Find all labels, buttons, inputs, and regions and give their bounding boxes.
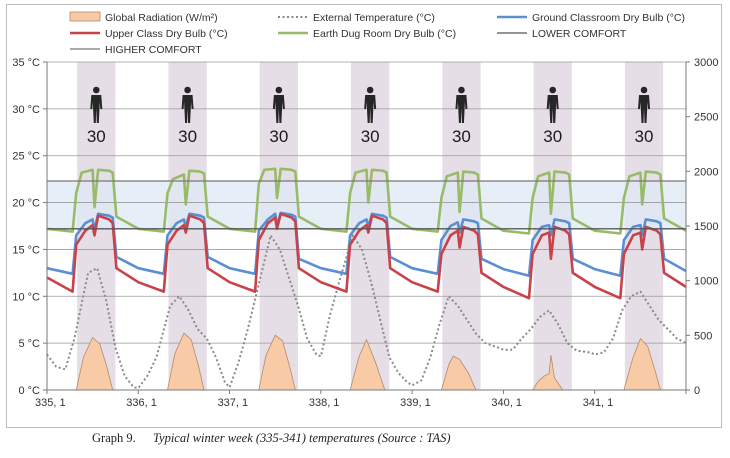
legend-label: LOWER COMFORT (532, 28, 627, 40)
series-line-5 (46, 167, 687, 235)
x-tick-label: 339, 1 (400, 397, 431, 409)
temperature-chart: 30 30 30 30 30 30 30 0 °C 5 °C 10 °C 15 °C 20 °C 25… (12, 11, 718, 409)
y-left-tick-label: 35 °C (12, 57, 40, 69)
y-left-tick-label: 30 °C (12, 104, 40, 116)
occupancy-label: 30 (543, 127, 562, 146)
legend-label: HIGHER COMFORT (105, 44, 202, 56)
legend-swatch (69, 11, 101, 22)
y-right-tick-label: 0 (694, 385, 700, 397)
occupancy-label: 30 (87, 127, 106, 146)
occupancy-icons: 30 30 30 30 30 30 30 (87, 86, 654, 146)
person-icon (90, 86, 103, 123)
series-line-4 (46, 212, 687, 300)
series-line-2 (46, 234, 687, 390)
y-right-tick-label: 500 (694, 330, 712, 342)
series-lines (46, 167, 687, 390)
x-tick-label: 335, 1 (35, 397, 66, 409)
y-left-tick-label: 20 °C (12, 198, 40, 210)
legend: Global Radiation (W/m²) External Temperat… (69, 11, 685, 56)
x-tick-label: 336, 1 (126, 397, 157, 409)
x-tick-label: 341, 1 (583, 397, 614, 409)
person-icon (455, 86, 468, 123)
y-left-tick-label: 15 °C (12, 244, 40, 256)
y-right-tick-label: 2500 (694, 112, 718, 124)
legend-label: External Temperature (°C) (313, 12, 435, 24)
person-icon (181, 86, 194, 123)
person-icon (364, 86, 377, 123)
y-right-tick-label: 1500 (694, 221, 718, 233)
occupancy-label: 30 (635, 127, 654, 146)
x-tick-label: 340, 1 (491, 397, 522, 409)
occupancy-label: 30 (361, 127, 380, 146)
y-right-tick-label: 2000 (694, 166, 718, 178)
y-left-tick-label: 5 °C (18, 338, 40, 350)
radiation-areas (75, 332, 661, 391)
legend-label: Earth Dug Room Dry Bulb (°C) (313, 28, 456, 40)
y-left-tick-label: 25 °C (12, 151, 40, 163)
axes: 0 °C 5 °C 10 °C 15 °C 20 °C 25 °C 30 °C 35 °C 0 5… (12, 57, 718, 409)
y-left-tick-label: 0 °C (18, 385, 40, 397)
y-right-tick-label: 1000 (694, 276, 718, 288)
legend-label: Global Radiation (W/m²) (105, 12, 218, 24)
chart-frame (6, 4, 722, 428)
legend-label: Upper Class Dry Bulb (°C) (105, 28, 228, 40)
y-left-tick-label: 10 °C (12, 291, 40, 303)
caption-label: Graph 9. (92, 431, 136, 445)
caption: Graph 9. Typical winter week (335-341) t… (0, 431, 730, 451)
y-right-tick-label: 3000 (694, 57, 718, 69)
x-tick-label: 337, 1 (218, 397, 249, 409)
person-icon (546, 86, 559, 123)
person-icon (272, 86, 285, 123)
legend-label: Ground Classroom Dry Bulb (°C) (532, 12, 685, 24)
x-tick-label: 338, 1 (309, 397, 340, 409)
occupancy-label: 30 (269, 127, 288, 146)
occupancy-label: 30 (178, 127, 197, 146)
occupancy-label: 30 (452, 127, 471, 146)
caption-title: Typical winter week (335-341) temperatur… (153, 431, 451, 445)
person-icon (638, 86, 651, 123)
